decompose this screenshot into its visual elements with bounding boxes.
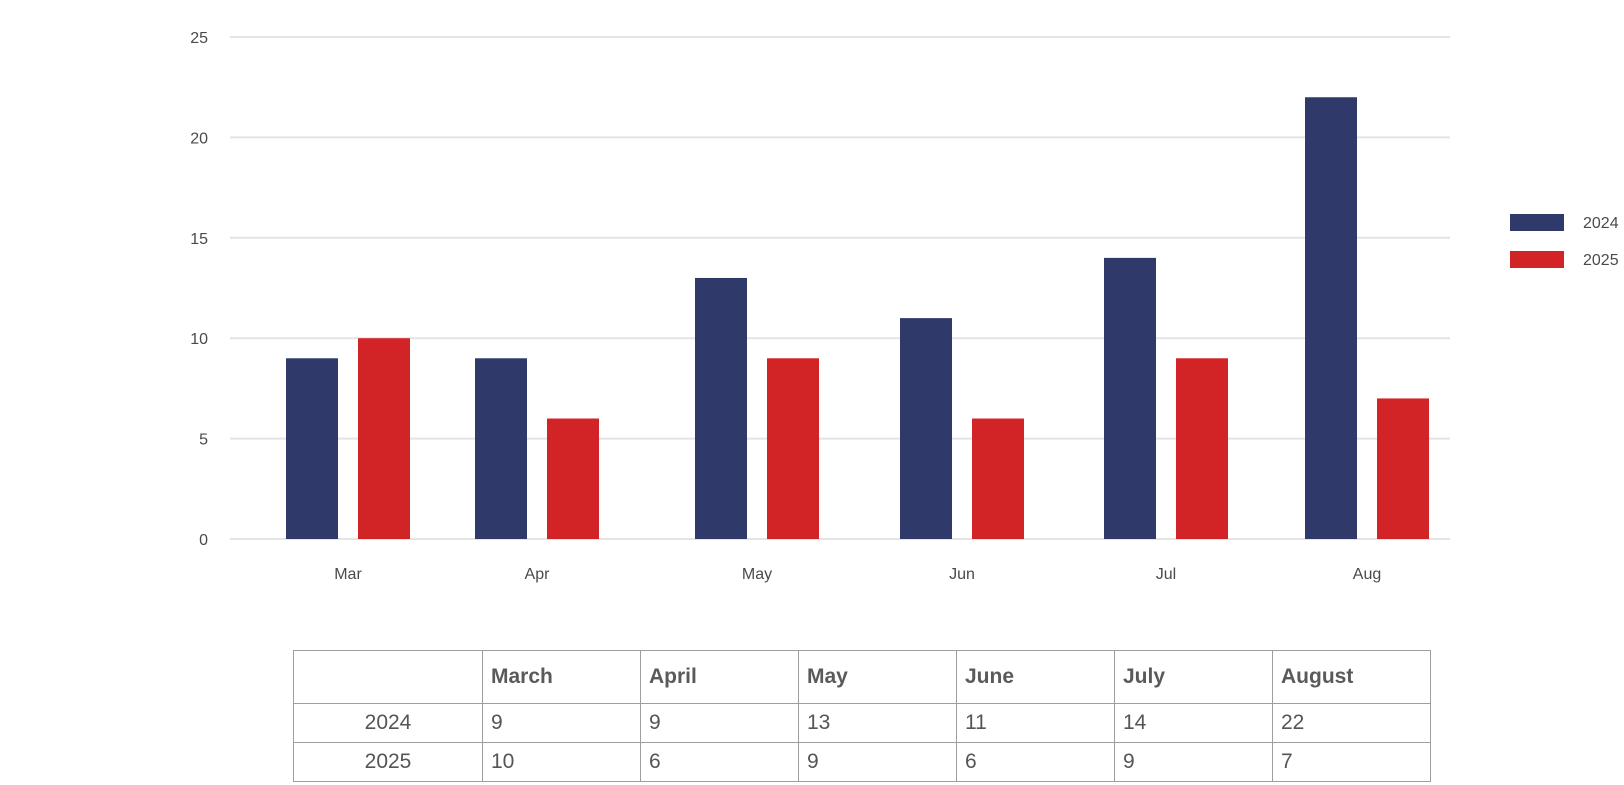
bar-2024-may (695, 277, 747, 539)
table-cell: 6 (956, 742, 1115, 782)
legend-swatch (1510, 251, 1564, 268)
bar-2024-aug (1305, 97, 1357, 540)
x-tick-label: Jul (1156, 566, 1176, 583)
x-tick-label: Aug (1353, 566, 1381, 583)
y-axis-ticks: 0 5 10 15 20 25 (190, 30, 208, 549)
y-tick-label: 20 (190, 130, 208, 147)
table-header-cell: March (482, 650, 641, 704)
x-axis-ticks: Mar Apr May Jun Jul Aug (334, 566, 1381, 583)
table-header-cell: July (1114, 650, 1273, 704)
bar-2025-mar (358, 338, 410, 539)
x-tick-label: Jun (949, 566, 975, 583)
bar-2025-may (767, 358, 819, 539)
table-cell: 7 (1272, 742, 1431, 782)
x-tick-label: May (742, 566, 772, 583)
bar-2025-jun (972, 418, 1024, 539)
table-header-cell (293, 650, 483, 704)
bars (286, 97, 1429, 540)
table-cell: 9 (798, 742, 957, 782)
table-cell: 14 (1114, 703, 1273, 743)
table-header-row: March April May June July August (293, 650, 1431, 704)
bar-2025-aug (1377, 398, 1429, 539)
table-row-label: 2024 (293, 703, 483, 743)
bar-2025-jul (1176, 358, 1228, 539)
table-row-label: 2025 (293, 742, 483, 782)
bar-2024-mar (286, 358, 338, 539)
table-cell: 10 (482, 742, 641, 782)
data-table: March April May June July August 2024 9 … (293, 650, 1431, 782)
legend-label: 2025 (1583, 252, 1619, 269)
bar-2024-apr (475, 358, 527, 539)
legend-label: 2024 (1583, 215, 1619, 232)
x-tick-label: Apr (525, 566, 551, 583)
table-row: 2025 10 6 9 6 9 7 (293, 742, 1431, 782)
table-header-cell: April (640, 650, 799, 704)
x-tick-label: Mar (334, 566, 362, 583)
legend: 2024 2025 (1510, 214, 1619, 269)
table-cell: 9 (482, 703, 641, 743)
table-header-cell: June (956, 650, 1115, 704)
y-tick-label: 25 (190, 30, 208, 47)
table-cell: 9 (1114, 742, 1273, 782)
table-cell: 9 (640, 703, 799, 743)
table-cell: 11 (956, 703, 1115, 743)
y-tick-label: 15 (190, 231, 208, 248)
bar-2024-jun (900, 318, 952, 539)
table-row: 2024 9 9 13 11 14 22 (293, 703, 1431, 743)
table-cell: 22 (1272, 703, 1431, 743)
table-header-cell: August (1272, 650, 1431, 704)
table-cell: 13 (798, 703, 957, 743)
y-tick-label: 10 (190, 331, 208, 348)
table-cell: 6 (640, 742, 799, 782)
bar-2024-jul (1104, 257, 1156, 539)
grid-lines (230, 36, 1450, 540)
bar-2025-apr (547, 418, 599, 539)
y-tick-label: 0 (199, 532, 208, 549)
y-tick-label: 5 (199, 432, 208, 449)
table-header-cell: May (798, 650, 957, 704)
legend-swatch (1510, 214, 1564, 231)
